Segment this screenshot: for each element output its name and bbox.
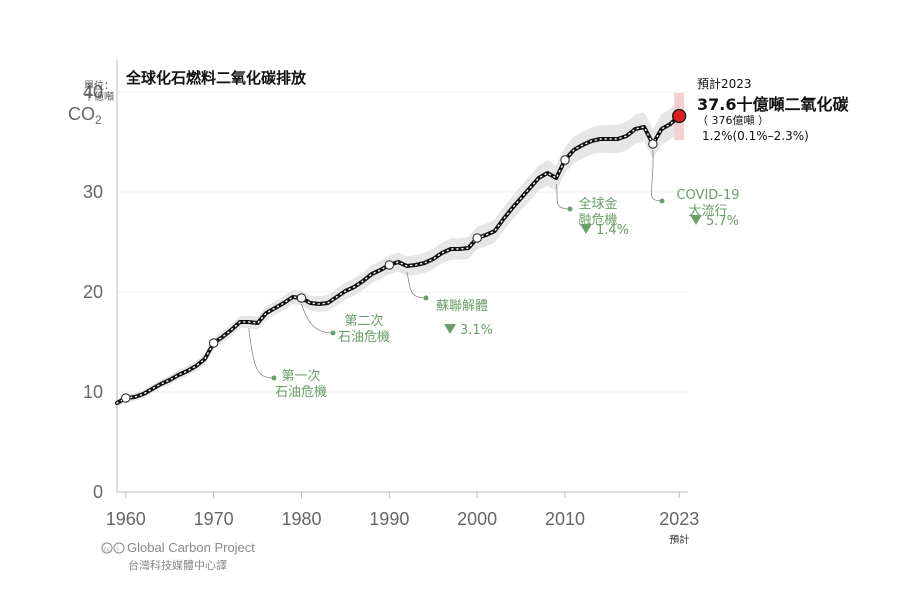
annotation-percent: 1.4% xyxy=(596,223,629,238)
chart-title: 全球化石燃料二氧化碳排放 xyxy=(125,69,307,87)
y-ticks: 0 10 20 30 40 xyxy=(83,82,103,502)
annotation-percent: 5.7% xyxy=(706,214,739,229)
y-axis-label-main: CO xyxy=(68,104,95,124)
annotation-dot xyxy=(330,330,336,336)
projection-range: 1.2%(0.1%–2.3%) xyxy=(702,129,809,143)
annotation-label: 石油危機 xyxy=(275,385,327,400)
y-tick-label: 0 xyxy=(93,482,103,502)
y-tick-label: 20 xyxy=(83,282,103,302)
annotation-leader xyxy=(406,271,427,299)
down-triangle-icon xyxy=(444,324,456,334)
series-layer xyxy=(115,114,682,405)
annotation-dot xyxy=(659,198,665,204)
x-tick-label: 2023 xyxy=(659,509,699,529)
projection-point xyxy=(672,108,687,124)
annotation-dot xyxy=(423,295,429,301)
highlight-point xyxy=(384,260,395,270)
y-unit-label-2: 十億噸 xyxy=(84,90,114,103)
highlight-point xyxy=(472,233,482,243)
annotation-leader xyxy=(248,327,275,379)
y-axis-label: CO2 xyxy=(68,104,102,127)
annotation-percent: 3.1% xyxy=(460,323,493,338)
annotation-label: 第二次 xyxy=(344,313,383,329)
highlight-point xyxy=(560,155,570,165)
x-tick-label: 1960 xyxy=(106,509,146,529)
y-tick-label: 40 xyxy=(83,82,103,102)
annotation-dot xyxy=(567,206,573,212)
x-ticks: 1960 1970 1980 1990 2000 2010 2023 預計 xyxy=(106,492,699,546)
x-tick-label: 1980 xyxy=(281,509,321,529)
annotation-leader xyxy=(301,303,334,334)
credit-label: Global Carbon Project xyxy=(127,540,255,555)
annotation-label: 第一次 xyxy=(281,368,320,384)
gridlines xyxy=(117,91,688,393)
annotation-dot xyxy=(271,375,277,381)
y-axis-label-sub: 2 xyxy=(95,113,102,127)
annotation-leader xyxy=(555,183,571,210)
x-tick-label: 2000 xyxy=(457,509,497,529)
cc-license-icon: cc i xyxy=(101,542,125,554)
emissions-line-dots xyxy=(116,115,680,404)
axes xyxy=(116,60,688,493)
y-tick-label: 10 xyxy=(83,382,103,402)
highlight-point xyxy=(648,139,658,149)
svg-text:i: i xyxy=(117,545,119,553)
x-tick-label: 1970 xyxy=(194,509,234,529)
annotation-leader xyxy=(650,149,663,202)
x-tick-label: 1990 xyxy=(369,509,409,529)
y-unit-label-1: 單位： xyxy=(84,79,114,92)
projection-heading: 預計2023 xyxy=(697,76,752,91)
annotations: 第一次石油危機第二次石油危機蘇聯解體3.1%全球金融危機1.4%COVID-19… xyxy=(248,149,740,400)
annotation-label: 蘇聯解體 xyxy=(436,299,488,314)
annotation-label: 全球金 xyxy=(578,196,617,212)
x-tick-note: 預計 xyxy=(669,533,689,546)
translator-label: 台灣科技媒體中心譯 xyxy=(128,558,227,572)
svg-text:cc: cc xyxy=(104,546,111,553)
highlight-point xyxy=(296,293,307,303)
highlight-points xyxy=(121,108,687,403)
down-triangle-icon xyxy=(690,215,702,225)
x-tick-label: 2010 xyxy=(545,509,585,529)
projection-sub: （ 376億噸 ） xyxy=(697,113,769,127)
down-triangle-icon xyxy=(580,224,592,234)
highlight-point xyxy=(121,393,131,403)
highlight-point xyxy=(208,338,219,348)
projection-main: 37.6十億噸二氧化碳 xyxy=(697,95,849,114)
annotation-label: COVID-19 xyxy=(676,188,739,203)
annotation-label: 石油危機 xyxy=(338,330,390,345)
y-tick-label: 30 xyxy=(83,182,103,202)
